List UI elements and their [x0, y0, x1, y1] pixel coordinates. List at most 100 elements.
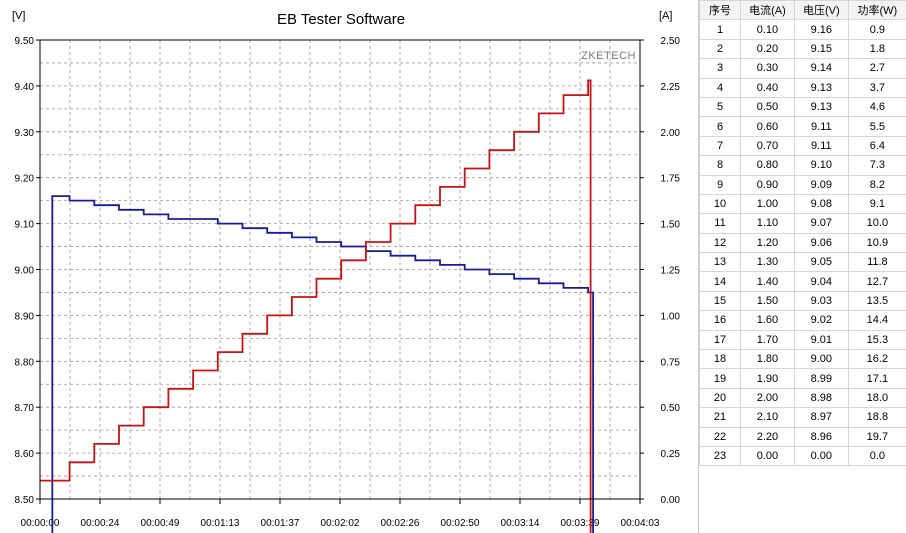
table-cell: 9.08 [793, 193, 849, 215]
voltage-current-chart: EB Tester Software [V] [A] 00:00:00 00:00… [12, 10, 681, 533]
table-cell: 8.98 [793, 387, 849, 409]
table-cell: 4 [699, 77, 741, 98]
table-cell: 17 [699, 329, 741, 351]
table-cell: 18.0 [847, 387, 906, 409]
table-cell: 0.20 [740, 38, 795, 60]
table-cell: 6 [699, 116, 741, 137]
table-cell: 9.07 [793, 213, 849, 234]
axis-ticks: 00:00:00 00:00:24 00:00:49 00:01:13 00:01:37… [15, 36, 681, 529]
table-cell: 12 [699, 232, 741, 254]
table-cell: 1 [699, 19, 741, 40]
table-cell: 7.3 [847, 155, 906, 176]
table-cell: 11 [699, 213, 741, 234]
table-cell: 9.1 [847, 193, 906, 215]
table-cell: 0.60 [740, 116, 795, 137]
table-cell: 9.03 [793, 290, 849, 312]
table-cell: 5.5 [847, 116, 906, 137]
table-cell: 2.10 [740, 407, 795, 428]
y-right-tick-label: 1.75 [661, 174, 681, 185]
y-right-tick-label: 1.50 [661, 220, 681, 231]
table-cell: 7 [699, 135, 741, 157]
table-cell: 9.11 [793, 116, 849, 137]
table-cell: 2.20 [740, 426, 795, 447]
table-cell: 1.60 [740, 310, 795, 331]
table-cell: 1.90 [740, 368, 795, 389]
table-cell: 1.70 [740, 329, 795, 351]
table-cell: 9.15 [793, 38, 849, 60]
table-cell: 14.4 [847, 310, 906, 331]
table-cell: 22 [699, 426, 741, 447]
table-cell: 15.3 [847, 329, 906, 351]
table-row: 20 2.00 8.98 18.0 [699, 387, 906, 409]
table-cell: 1.00 [740, 193, 795, 215]
table-cell: 1.20 [740, 232, 795, 254]
table-row: 4 0.40 9.13 3.7 [699, 77, 906, 98]
table-cell: 9.10 [793, 155, 849, 176]
x-tick-label: 00:02:02 [321, 518, 360, 529]
column-header: 电流(A) [740, 0, 795, 21]
table-cell: 9.09 [793, 174, 849, 195]
table-cell: 1.40 [740, 271, 795, 292]
table-cell: 5 [699, 96, 741, 118]
table-row: 6 0.60 9.11 5.5 [699, 116, 906, 137]
table-cell: 1.80 [740, 349, 795, 370]
table-cell: 9.06 [793, 232, 849, 254]
table-cell: 9.16 [793, 19, 849, 40]
table-row: 23 0.00 0.00 0.0 [699, 445, 906, 467]
table-cell: 19.7 [847, 426, 906, 447]
y-left-tick-label: 9.00 [15, 266, 35, 277]
table-cell: 8.99 [793, 368, 849, 389]
x-tick-label: 00:00:49 [141, 518, 180, 529]
table-cell: 2.7 [847, 58, 906, 79]
y-right-tick-label: 2.00 [661, 128, 681, 139]
y-right-tick-label: 1.00 [661, 311, 681, 322]
table-cell: 16 [699, 310, 741, 331]
table-row: 16 1.60 9.02 14.4 [699, 310, 906, 331]
table-row: 2 0.20 9.15 1.8 [699, 38, 906, 60]
x-tick-label: 00:01:13 [201, 518, 240, 529]
table-row: 1 0.10 9.16 0.9 [699, 19, 906, 40]
table-cell: 3 [699, 58, 741, 79]
y-right-tick-label: 0.50 [661, 403, 681, 414]
table-row: 17 1.70 9.01 15.3 [699, 329, 906, 351]
y-right-tick-label: 2.25 [661, 82, 681, 93]
y-right-tick-label: 0.25 [661, 449, 681, 460]
table-cell: 1.30 [740, 252, 795, 273]
table-cell: 2 [699, 38, 741, 60]
table-cell: 13.5 [847, 290, 906, 312]
column-header: 功率(W) [847, 0, 906, 21]
table-cell: 12.7 [847, 271, 906, 292]
table-row: 14 1.40 9.04 12.7 [699, 271, 906, 292]
left-axis-unit: [V] [12, 10, 25, 22]
table-cell: 6.4 [847, 135, 906, 157]
chart-grid [40, 40, 640, 499]
table-cell: 21 [699, 407, 741, 428]
table-row: 13 1.30 9.05 11.8 [699, 252, 906, 273]
plot-frame [39, 39, 641, 500]
y-right-tick-label: 0.75 [661, 357, 681, 368]
table-cell: 9.01 [793, 329, 849, 351]
table-cell: 9.13 [793, 96, 849, 118]
table-cell: 16.2 [847, 349, 906, 370]
table-cell: 13 [699, 252, 741, 273]
table-cell: 8.97 [793, 407, 849, 428]
column-header: 电压(V) [793, 0, 849, 21]
table-cell: 15 [699, 290, 741, 312]
table-cell: 0.10 [740, 19, 795, 40]
table-cell: 8 [699, 155, 741, 176]
table-cell: 9.13 [793, 77, 849, 98]
table-row: 8 0.80 9.10 7.3 [699, 155, 906, 176]
table-row: 12 1.20 9.06 10.9 [699, 232, 906, 254]
table-row: 9 0.90 9.09 8.2 [699, 174, 906, 195]
table-cell: 1.8 [847, 38, 906, 60]
table-cell: 8.96 [793, 426, 849, 447]
x-tick-label: 00:03:39 [561, 518, 600, 529]
table-row: 19 1.90 8.99 17.1 [699, 368, 906, 389]
y-left-tick-label: 9.20 [15, 174, 35, 185]
table-cell: 20 [699, 387, 741, 409]
x-tick-label: 00:02:26 [381, 518, 420, 529]
table-row: 15 1.50 9.03 13.5 [699, 290, 906, 312]
y-right-tick-label: 1.25 [661, 266, 681, 277]
table-cell: 14 [699, 271, 741, 292]
table-cell: 9.00 [793, 349, 849, 370]
